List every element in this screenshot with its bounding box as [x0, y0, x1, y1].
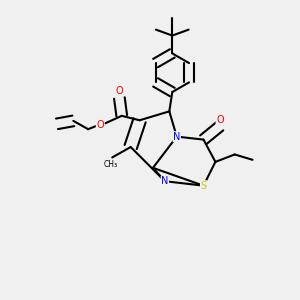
- Text: N: N: [161, 176, 169, 186]
- Text: S: S: [200, 181, 207, 191]
- Text: N: N: [173, 132, 180, 142]
- Text: CH₃: CH₃: [104, 160, 118, 169]
- Text: O: O: [116, 85, 123, 96]
- Text: O: O: [216, 115, 224, 125]
- Text: O: O: [96, 120, 104, 130]
